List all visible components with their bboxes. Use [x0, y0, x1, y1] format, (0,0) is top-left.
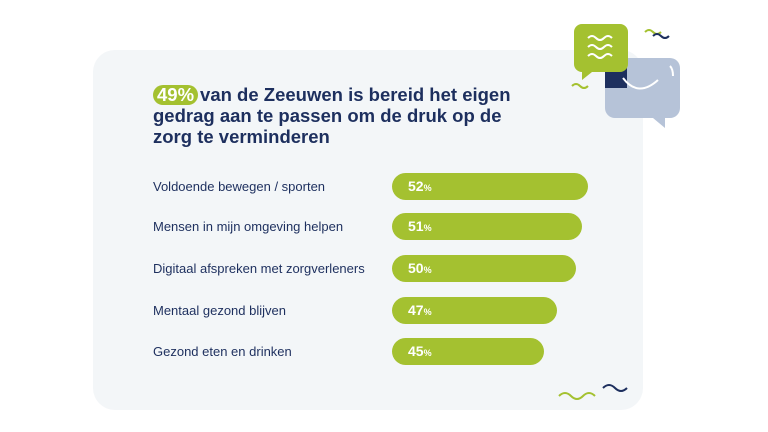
category-label: Voldoende bewegen / sporten [153, 179, 326, 194]
bar: 51% [392, 213, 582, 240]
bar-row: Voldoende bewegen / sporten 52% [0, 173, 768, 201]
bar: 45% [392, 338, 545, 365]
data-label: 45% [408, 343, 432, 359]
bar-row: Mensen in mijn omgeving helpen 51% [0, 213, 768, 241]
headline: 49% van de Zeeuwen is bereid het eigen ge… [153, 84, 533, 147]
category-label: Mentaal gezond blijven [153, 303, 286, 318]
category-label: Digitaal afspreken met zorgverleners [153, 261, 365, 276]
wave-icon [558, 384, 628, 400]
category-label: Mensen in mijn omgeving helpen [153, 219, 344, 234]
chat-bubbles-icon [571, 24, 680, 128]
bar-row: Digitaal afspreken met zorgverleners 50% [0, 255, 768, 283]
headline-text: van de Zeeuwen is bereid het eigen gedra… [153, 84, 511, 147]
bar: 50% [392, 255, 576, 282]
data-label: 51% [408, 218, 432, 234]
bar-row: Mentaal gezond blijven 47% [0, 297, 768, 325]
data-label: 47% [408, 302, 432, 318]
bar: 47% [392, 297, 557, 324]
data-label: 50% [408, 260, 432, 276]
bar: 52% [392, 173, 589, 200]
headline-highlight: 49% [153, 85, 199, 105]
bar-row: Gezond eten en drinken 45% [0, 338, 768, 366]
category-label: Gezond eten en drinken [153, 344, 292, 359]
data-label: 52% [408, 178, 432, 194]
